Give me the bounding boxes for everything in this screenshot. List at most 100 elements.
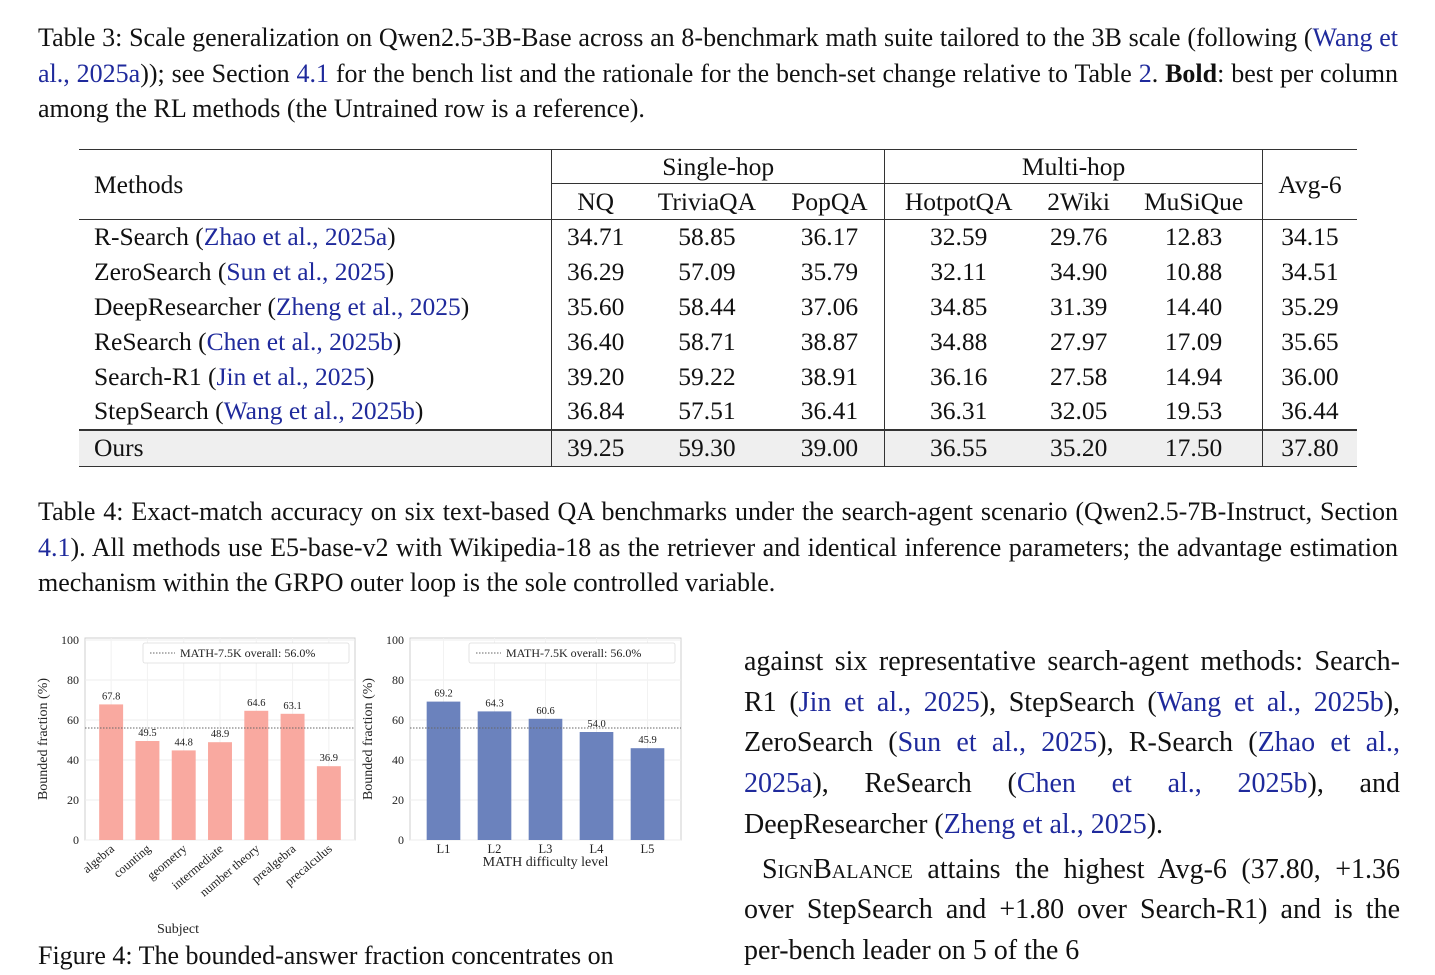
value-cell: 58.71 — [678, 326, 736, 356]
bar — [528, 718, 563, 840]
y-tick-label: 20 — [392, 793, 404, 807]
value-cell: 12.83 — [1125, 218, 1263, 255]
value-cell: 36.29 — [566, 257, 625, 287]
column-header: HotpotQA — [904, 186, 1013, 216]
value-cell: 35.20 — [1031, 428, 1126, 467]
value-cell: 14.40 — [1125, 289, 1263, 325]
citation-link[interactable]: Chen et al., 2025b — [1016, 768, 1308, 800]
value-cell: 36.55 — [884, 428, 1032, 467]
table3-caption: Table 3: Scale generalization on Qwen2.5… — [38, 23, 1399, 123]
legend-box — [468, 642, 676, 664]
y-tick-label: 60 — [67, 713, 79, 727]
citation-link[interactable]: Zhao et al., 2025a — [203, 222, 388, 252]
methods-header: Methods — [79, 149, 553, 220]
value-cell: 59.22 — [678, 361, 736, 391]
column-header: NQ — [577, 186, 615, 216]
value-cell: 36.40 — [566, 326, 625, 356]
method-name: ReSearch — [94, 326, 192, 356]
citation-link[interactable]: Sun et al., 2025 — [897, 727, 1098, 759]
table-row: R-Search (Zhao et al., 2025a) 34.71 58.85 3… — [79, 218, 1357, 255]
bar-value-label: 54.0 — [587, 719, 605, 730]
value-cell: 39.00 — [774, 428, 886, 467]
y-tick-label: 60 — [392, 713, 404, 727]
paragraph: against six representative search-agent … — [744, 646, 1401, 840]
value-cell: 36.84 — [566, 396, 625, 426]
citation-link[interactable]: Wang et al., 2025b — [223, 396, 415, 426]
value-cell: 59.30 — [639, 428, 775, 467]
value-cell: 32.05 — [1049, 396, 1108, 426]
bar-value-label: 67.8 — [102, 691, 120, 702]
y-tick-label: 100 — [61, 633, 79, 647]
bar-value-label: 64.6 — [247, 698, 265, 709]
method-name: StepSearch — [94, 396, 209, 426]
value-cell: 39.20 — [566, 361, 625, 391]
value-cell: 39.25 — [551, 428, 640, 467]
value-cell: 34.71 — [551, 218, 640, 255]
method-cell: Search-R1 (Jin et al., 2025) — [79, 359, 553, 394]
bar — [208, 742, 232, 840]
method-name: DeepResearcher — [94, 291, 262, 321]
y-axis-label: Bounded fraction (%) — [36, 678, 51, 800]
citation-link[interactable]: Zheng et al., 2025 — [943, 808, 1147, 840]
value-cell: 37.06 — [774, 289, 886, 325]
results-table: Methods Single-hop Multi-hop Avg-6 NQ Tr… — [79, 149, 1357, 467]
value-cell: 35.65 — [1281, 326, 1339, 356]
citation-link[interactable]: Wang et al., 2025b — [1156, 686, 1384, 718]
method-cell: StepSearch (Wang et al., 2025b) — [79, 393, 553, 430]
section-link[interactable]: 4.1 — [38, 532, 71, 562]
legend-box — [142, 642, 350, 664]
column-header: PopQA — [774, 183, 886, 220]
x-axis-label: MATH difficulty level — [483, 855, 609, 870]
table-row: ReSearch (Chen et al., 2025b) 36.40 58.71 3… — [79, 324, 1357, 360]
citation-link[interactable]: Jin et al., 2025 — [216, 361, 366, 391]
bar — [244, 710, 269, 840]
value-cell: 19.53 — [1125, 393, 1263, 430]
bar — [135, 741, 160, 840]
value-cell: 10.88 — [1125, 254, 1263, 290]
citation-link[interactable]: Wang et al., 2025a — [38, 23, 1399, 88]
y-axis-label: Bounded fraction (%) — [361, 678, 376, 800]
citation-link[interactable]: Jin et al., 2025 — [798, 686, 980, 718]
bar-value-label: 64.3 — [485, 698, 503, 709]
method-name: SignBalance — [762, 853, 913, 885]
section-link[interactable]: 4.1 — [296, 58, 330, 88]
column-header: TriviaQA — [657, 186, 756, 216]
citation-link[interactable]: Zheng et al., 2025 — [275, 291, 461, 321]
value-cell: 31.39 — [1049, 291, 1108, 321]
value-cell: 37.80 — [1262, 428, 1357, 467]
value-cell: 32.59 — [884, 218, 1032, 255]
value-cell: 29.76 — [1031, 218, 1126, 255]
value-cell: 34.15 — [1262, 218, 1357, 255]
value-cell: 36.17 — [774, 218, 886, 255]
ours-row: Ours 39.25 59.30 39.00 36.55 35.20 17.50 37.80 — [79, 428, 1357, 467]
bar-value-label: 69.2 — [434, 689, 452, 700]
bar — [630, 748, 665, 840]
value-cell: 36.31 — [929, 396, 988, 426]
single-hop-header: Single-hop — [551, 149, 886, 184]
citation-link[interactable]: Sun et al., 2025 — [226, 257, 386, 287]
legend-label: MATH-7.5K overall: 56.0% — [506, 646, 641, 660]
column-header: 2Wiki — [1047, 186, 1110, 216]
column-header: MuSiQue — [1125, 183, 1263, 220]
figure-4-charts: 02040608010067.8algebra49.5counting44.8g… — [36, 633, 682, 937]
citation-link[interactable]: Chen et al., 2025b — [206, 326, 393, 356]
x-axis-label: Subject — [157, 922, 199, 937]
value-cell: 27.58 — [1049, 361, 1108, 391]
citation-link[interactable]: Zhao et al., 2025a — [744, 727, 1400, 800]
value-cell: 32.11 — [930, 257, 987, 287]
method-cell: ZeroSearch (Sun et al., 2025) — [79, 254, 553, 290]
y-tick-label: 20 — [67, 793, 79, 807]
y-tick-label: 0 — [398, 833, 404, 847]
bar — [426, 701, 461, 840]
value-cell: 14.94 — [1125, 359, 1263, 394]
method-cell: R-Search (Zhao et al., 2025a) — [79, 218, 553, 255]
table-row: DeepResearcher (Zheng et al., 2025) 35.60… — [79, 289, 1357, 325]
table-row: Search-R1 (Jin et al., 2025) 39.20 59.22 38… — [79, 359, 1357, 394]
x-tick-label: L5 — [641, 842, 655, 856]
body-text: against six representative search-agent … — [744, 642, 1400, 972]
y-tick-label: 40 — [392, 753, 404, 767]
value-cell: 57.09 — [678, 257, 736, 287]
bar-value-label: 45.9 — [638, 735, 656, 746]
method-cell: DeepResearcher (Zheng et al., 2025) — [79, 289, 553, 325]
table-link[interactable]: 2 — [1138, 58, 1152, 88]
